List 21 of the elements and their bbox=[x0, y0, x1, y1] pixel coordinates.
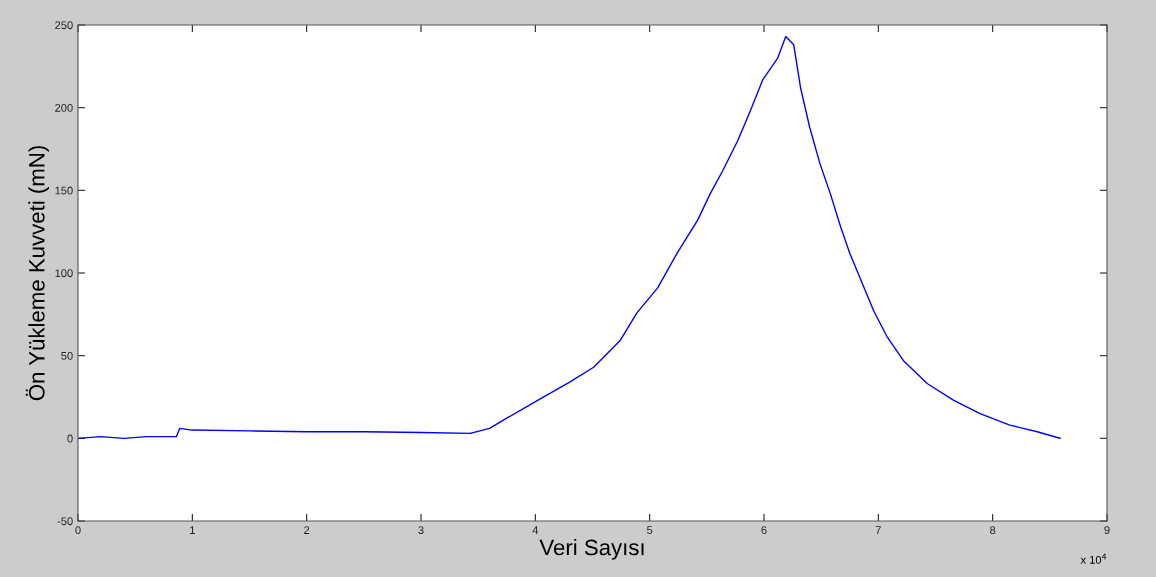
y-axis-title: Ön Yükleme Kuvveti (mN) bbox=[25, 146, 50, 401]
line-series bbox=[78, 35, 1061, 440]
y-tick-label: 200 bbox=[55, 103, 73, 112]
x-tick-label: 3 bbox=[418, 526, 424, 535]
y-tick-label: 50 bbox=[61, 351, 73, 360]
x-tick-label: 1 bbox=[190, 526, 195, 534]
y-tick-label: -50 bbox=[57, 517, 73, 526]
x-tick-label: 4 bbox=[532, 526, 539, 534]
x-tick-label: 7 bbox=[875, 526, 881, 534]
y-tick-label: 100 bbox=[55, 269, 73, 278]
x-tick-label: 5 bbox=[647, 526, 653, 535]
x-tick-label: 9 bbox=[1104, 526, 1110, 535]
text: x 10$^{4}$ bbox=[1080, 553, 1107, 564]
x-tick-label: 2 bbox=[304, 526, 310, 534]
x-tick-label: 6 bbox=[761, 526, 767, 535]
x-tick-label: 0 bbox=[75, 526, 81, 535]
x-axis-title: Veri Sayısı bbox=[539, 539, 644, 560]
y-tick-label: 0 bbox=[67, 434, 73, 443]
x-tick-label: 8 bbox=[990, 526, 996, 535]
y-tick-label: 150 bbox=[55, 186, 73, 195]
y-tick-label: 250 bbox=[55, 21, 73, 30]
